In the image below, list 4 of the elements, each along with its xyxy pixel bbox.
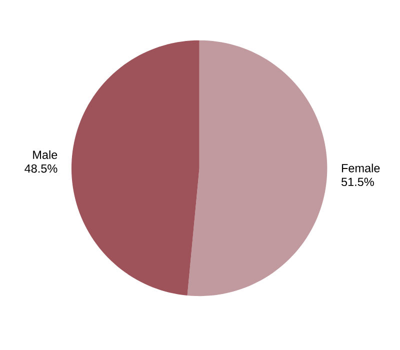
data-label: 51.5% [341, 178, 374, 186]
data-label: 48.5% [24, 164, 58, 173]
slice-label: Male [33, 150, 58, 159]
slice-label: Female [342, 164, 380, 172]
